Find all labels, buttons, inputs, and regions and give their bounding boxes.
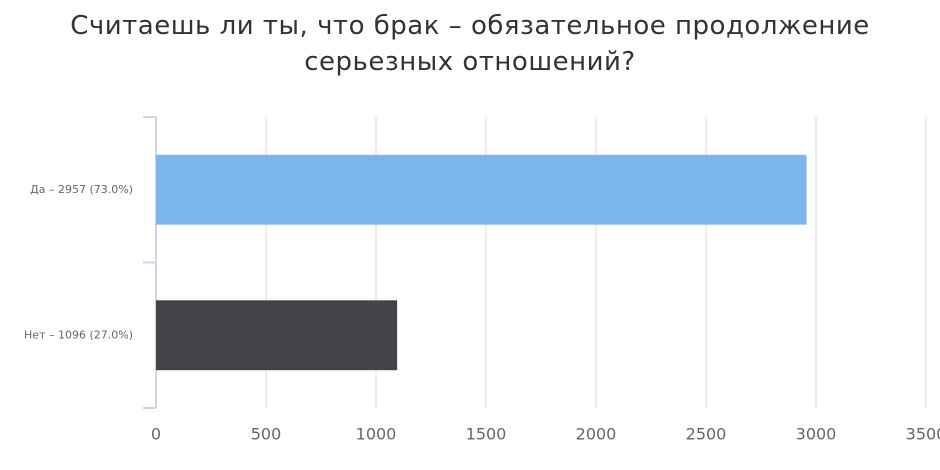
y-tick-label: Нет – 1096 (27.0%): [24, 328, 133, 341]
chart-title: Считаешь ли ты, что брак – обязательное …: [70, 11, 870, 77]
x-tick-label: 3000: [796, 425, 837, 444]
bar: [156, 154, 807, 225]
x-tick-label: 500: [251, 425, 282, 444]
x-tick-label: 2000: [576, 425, 617, 444]
x-tick-label: 1500: [466, 425, 507, 444]
x-tick-label: 3500: [906, 425, 940, 444]
y-tick-label: Да – 2957 (73.0%): [30, 183, 133, 196]
x-tick-label: 1000: [356, 425, 397, 444]
bar: [156, 300, 398, 371]
x-tick-label: 2500: [686, 425, 727, 444]
x-tick-label: 0: [151, 425, 161, 444]
